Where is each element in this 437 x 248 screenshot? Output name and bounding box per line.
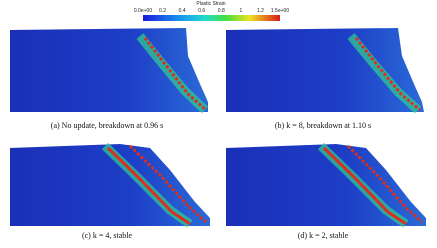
caption: (a) No update, breakdown at 0.96 s bbox=[51, 121, 163, 130]
colorbar-tick-label: 1.5e+00 bbox=[271, 8, 289, 14]
shear-band-core bbox=[322, 146, 407, 226]
shear-band-core bbox=[143, 37, 207, 112]
shear-band-core bbox=[346, 144, 423, 224]
colorbar-ticks: 0.0e+00 0.2 0.4 0.6 0.8 1 1.2 1.5e+00 bbox=[134, 8, 289, 14]
shear-band-core bbox=[354, 37, 421, 112]
panel bbox=[226, 28, 424, 114]
colorbar-title: Plastic Strain bbox=[196, 1, 225, 7]
domain bbox=[10, 28, 208, 112]
colorbar-tick-label: 0.8 bbox=[218, 8, 225, 14]
domain bbox=[226, 28, 424, 112]
colorbar-tick-label: 1.2 bbox=[257, 8, 264, 14]
caption: (b) k = 8, breakdown at 1.10 s bbox=[275, 121, 371, 130]
colorbar-tick-label: 1 bbox=[239, 8, 242, 14]
caption: (c) k = 4, stable bbox=[82, 231, 133, 240]
panel bbox=[226, 142, 426, 228]
colorbar-tick-label: 0.4 bbox=[179, 8, 186, 14]
colorbar-tick-label: 0.0e+00 bbox=[134, 8, 152, 14]
colorbar bbox=[143, 15, 280, 21]
shear-band-core bbox=[106, 146, 191, 226]
panel bbox=[10, 28, 209, 114]
shear-band-core bbox=[128, 144, 207, 224]
colorbar-tick-label: 0.6 bbox=[198, 8, 205, 14]
colorbar-tick-label: 0.2 bbox=[159, 8, 166, 14]
caption: (d) k = 2, stable bbox=[298, 231, 349, 240]
panel bbox=[10, 142, 210, 228]
